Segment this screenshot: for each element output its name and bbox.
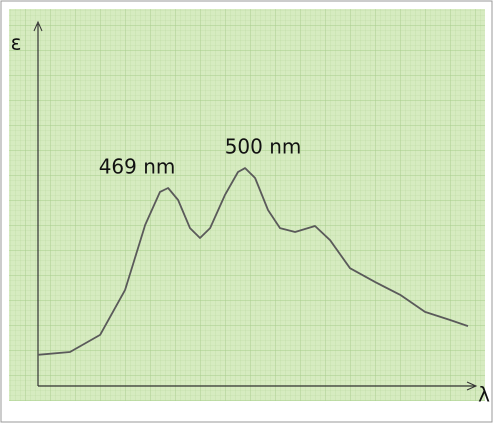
x-arrow	[466, 381, 478, 391]
x-axis-label: λ	[478, 383, 490, 407]
y-arrow	[33, 20, 43, 32]
spectrum-line	[37, 167, 469, 356]
grid	[9, 9, 485, 401]
peak-label: 469 nm	[99, 154, 176, 178]
y-axis-label: ε	[11, 31, 22, 55]
peak-label: 500 nm	[225, 135, 302, 159]
